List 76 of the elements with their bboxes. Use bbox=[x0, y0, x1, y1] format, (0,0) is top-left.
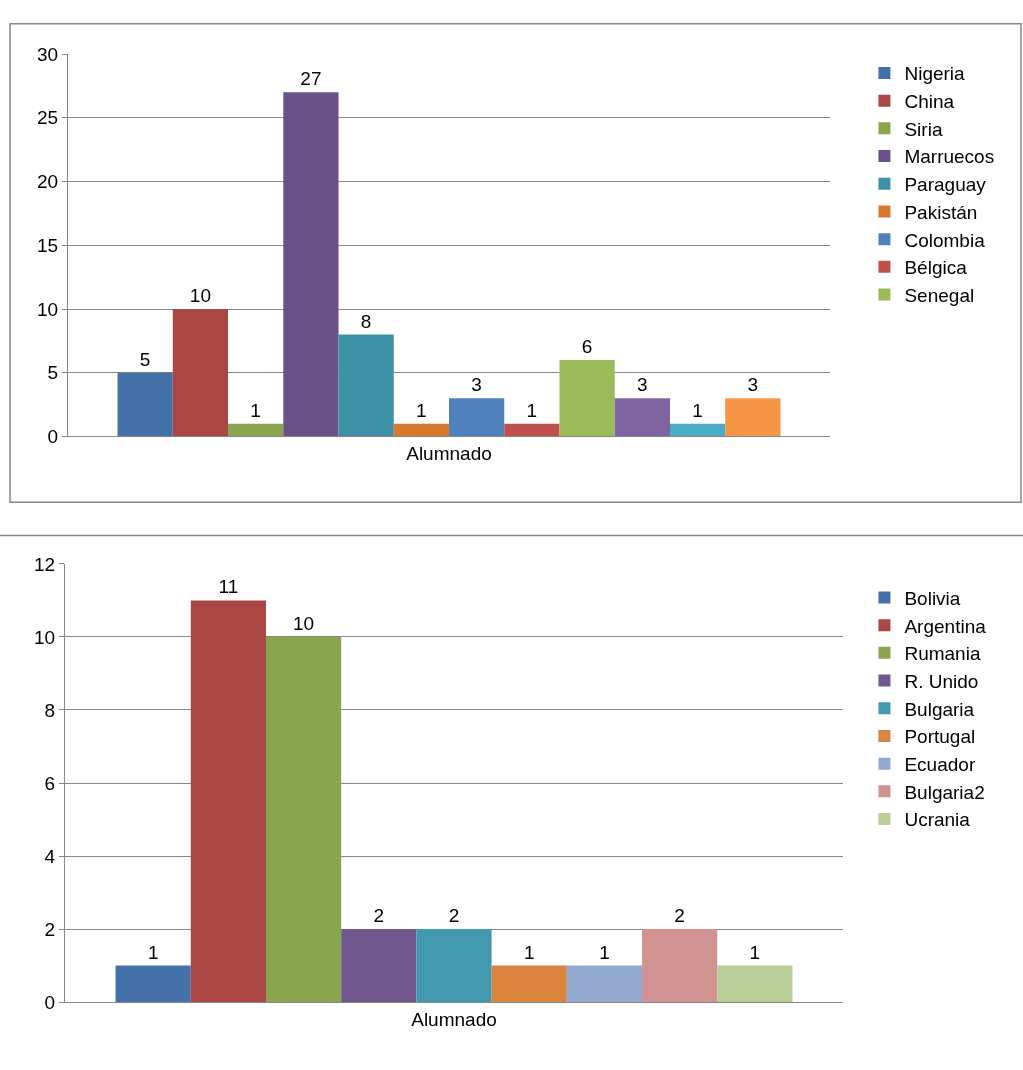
data-label: 3 bbox=[747, 374, 759, 396]
legend-label: Ucrania bbox=[904, 809, 971, 831]
data-label: 1 bbox=[147, 941, 159, 963]
y-tick-label: 0 bbox=[44, 991, 56, 1013]
y-tick-label: 4 bbox=[44, 845, 56, 867]
legend-label: Bélgica bbox=[904, 257, 968, 279]
bar bbox=[283, 92, 339, 437]
y-tick-label: 8 bbox=[44, 699, 56, 721]
bar bbox=[504, 423, 560, 437]
bar bbox=[559, 360, 615, 437]
legend-label: Pakistán bbox=[904, 201, 978, 223]
data-label: 2 bbox=[448, 905, 460, 927]
data-label: 1 bbox=[250, 399, 261, 421]
data-label: 1 bbox=[416, 399, 427, 421]
legend-label: China bbox=[904, 91, 955, 113]
data-label: 2 bbox=[373, 905, 385, 927]
data-label: 10 bbox=[189, 285, 211, 307]
y-tick-label: 2 bbox=[44, 918, 56, 940]
y-tick-label: 10 bbox=[37, 298, 59, 320]
legend-label: Marruecos bbox=[904, 146, 995, 168]
data-label: 10 bbox=[293, 612, 315, 634]
legend-label: Siria bbox=[904, 118, 943, 140]
data-label: 1 bbox=[599, 941, 610, 963]
legend-label: Nigeria bbox=[904, 63, 966, 85]
bar bbox=[393, 423, 449, 437]
data-label: 8 bbox=[360, 310, 372, 332]
bar bbox=[642, 929, 718, 1003]
legend-label: Bolivia bbox=[904, 587, 961, 609]
legend-label: Bulgaria bbox=[904, 698, 975, 720]
y-tick-label: 10 bbox=[34, 626, 56, 648]
bar bbox=[172, 309, 229, 437]
data-label: 1 bbox=[523, 941, 535, 963]
legend-label: Paraguay bbox=[904, 174, 987, 196]
data-label: 27 bbox=[300, 68, 322, 90]
y-tick-label: 5 bbox=[47, 362, 59, 384]
y-tick-label: 6 bbox=[44, 772, 56, 794]
legend-label: R. Unido bbox=[904, 670, 979, 692]
legend-label: Senegal bbox=[904, 284, 975, 306]
bar bbox=[566, 965, 643, 1003]
bar bbox=[228, 423, 284, 437]
data-label: 3 bbox=[471, 374, 482, 396]
y-tick-label: 15 bbox=[37, 234, 59, 256]
y-tick-label: 0 bbox=[47, 426, 59, 448]
bar bbox=[449, 398, 505, 437]
data-label: 3 bbox=[637, 374, 648, 396]
bar bbox=[117, 372, 173, 437]
legend-label: Bulgaria2 bbox=[904, 781, 985, 803]
data-label: 5 bbox=[139, 348, 151, 370]
bar bbox=[725, 398, 781, 437]
data-label: 2 bbox=[674, 905, 685, 927]
legend-label: Argentina bbox=[904, 615, 987, 637]
legend-label: Ecuador bbox=[904, 754, 976, 776]
bar bbox=[717, 965, 793, 1003]
legend-label: Rumania bbox=[904, 643, 981, 665]
x-tick-label: Alumnado bbox=[411, 1008, 497, 1030]
bar bbox=[338, 334, 394, 437]
x-tick-label: Alumnado bbox=[406, 443, 492, 465]
data-label: 1 bbox=[749, 941, 761, 963]
data-label: 1 bbox=[692, 399, 703, 421]
bar bbox=[669, 423, 726, 437]
bar bbox=[190, 600, 266, 1003]
bar bbox=[115, 965, 191, 1003]
bar bbox=[614, 398, 670, 437]
data-label: 6 bbox=[581, 336, 593, 357]
bar bbox=[265, 636, 342, 1003]
y-tick-label: 25 bbox=[37, 107, 59, 129]
y-tick-label: 30 bbox=[37, 43, 59, 65]
data-label: 11 bbox=[218, 576, 239, 598]
data-label: 1 bbox=[526, 399, 538, 421]
bar bbox=[491, 965, 567, 1003]
y-tick-label: 20 bbox=[37, 171, 59, 193]
bar bbox=[416, 929, 492, 1003]
legend-label: Colombia bbox=[904, 229, 986, 251]
legend-label: Portugal bbox=[904, 726, 976, 748]
bar bbox=[341, 929, 417, 1003]
y-tick-label: 12 bbox=[34, 553, 56, 575]
